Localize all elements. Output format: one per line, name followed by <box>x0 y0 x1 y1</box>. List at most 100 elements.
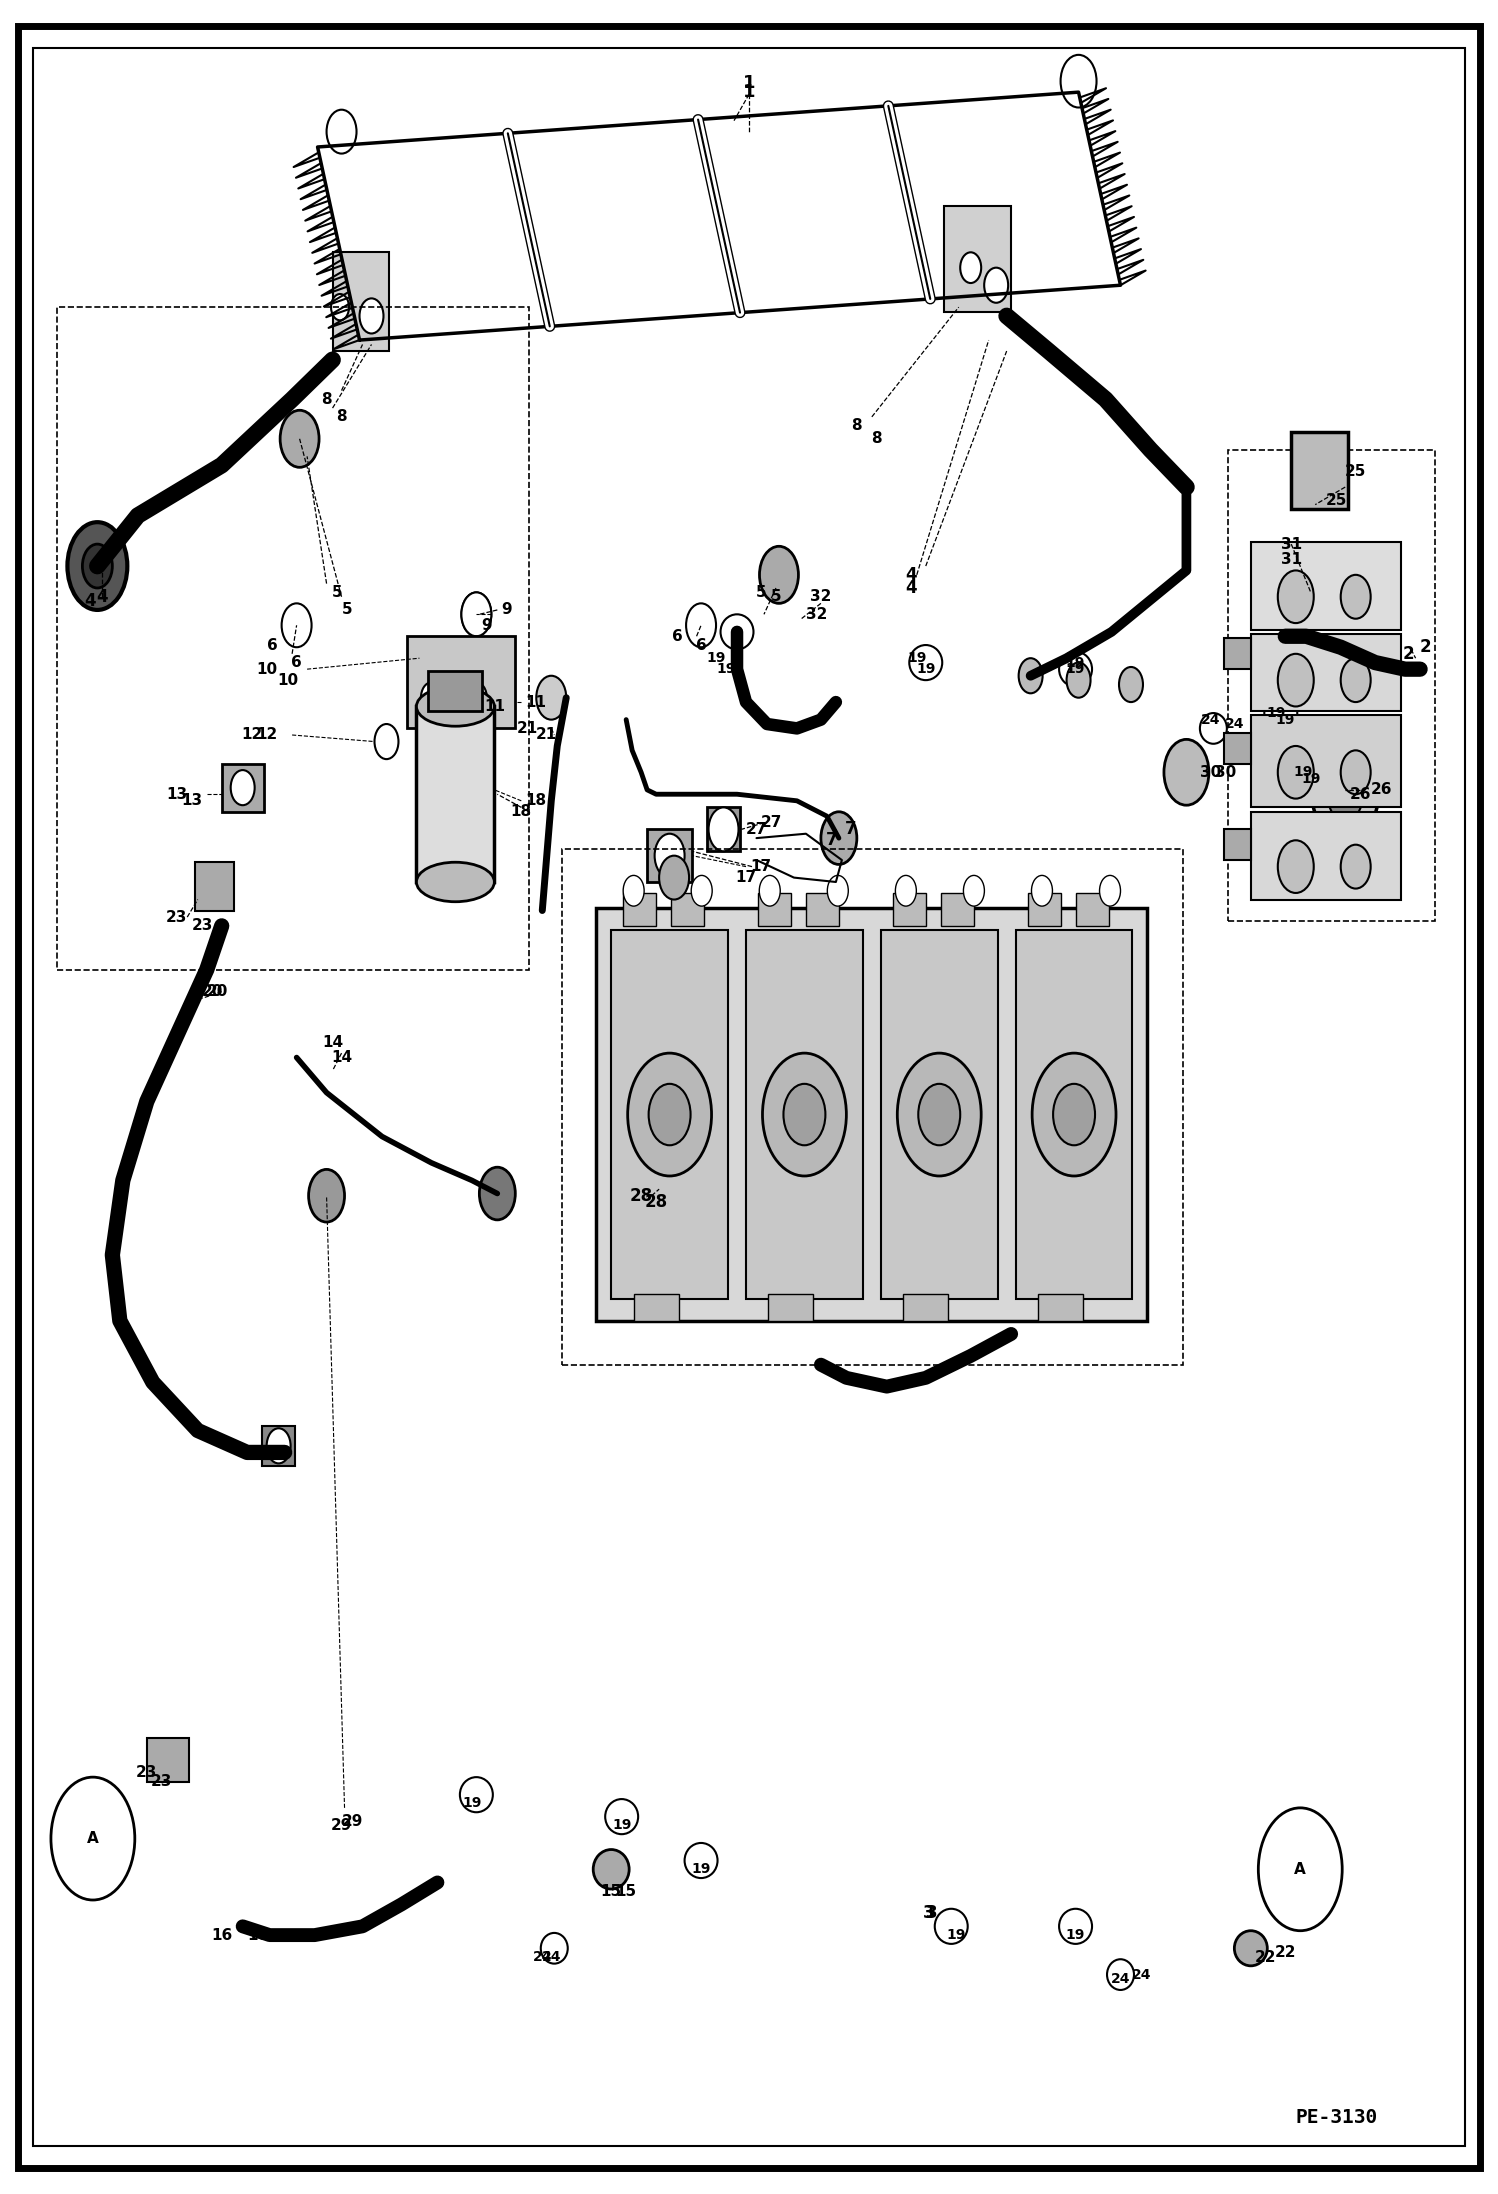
Text: 25: 25 <box>1326 494 1347 507</box>
Circle shape <box>82 544 112 588</box>
Text: 19: 19 <box>1067 656 1085 669</box>
Circle shape <box>821 812 857 864</box>
Circle shape <box>1341 658 1371 702</box>
Text: 15: 15 <box>601 1885 622 1898</box>
Text: 15: 15 <box>616 1885 637 1898</box>
Circle shape <box>1053 1084 1095 1145</box>
Bar <box>407 636 515 728</box>
Circle shape <box>1119 667 1143 702</box>
Bar <box>746 930 863 1299</box>
Ellipse shape <box>1290 761 1323 796</box>
Text: 1: 1 <box>743 83 755 101</box>
Circle shape <box>461 592 491 636</box>
Text: 8: 8 <box>321 393 333 406</box>
Bar <box>758 893 791 926</box>
Text: 13: 13 <box>166 788 187 801</box>
Ellipse shape <box>909 645 942 680</box>
Ellipse shape <box>593 1850 629 1889</box>
Bar <box>941 893 974 926</box>
Bar <box>611 930 728 1299</box>
Circle shape <box>1327 768 1363 821</box>
Circle shape <box>267 1428 291 1463</box>
Text: 3: 3 <box>926 1904 938 1922</box>
Circle shape <box>1164 739 1209 805</box>
Text: 5: 5 <box>342 603 354 617</box>
Text: 26: 26 <box>1371 783 1392 796</box>
Circle shape <box>783 1084 825 1145</box>
Text: 19: 19 <box>1302 772 1320 785</box>
Text: 11: 11 <box>484 700 505 713</box>
Text: 22: 22 <box>1255 1950 1276 1964</box>
Circle shape <box>1067 663 1091 698</box>
Circle shape <box>762 1053 846 1176</box>
Text: 6: 6 <box>671 630 683 643</box>
Circle shape <box>1061 55 1097 108</box>
Text: 9: 9 <box>500 603 512 617</box>
Text: A: A <box>87 1832 99 1845</box>
Text: 24: 24 <box>1200 713 1221 726</box>
Text: 10: 10 <box>256 663 277 676</box>
Bar <box>1038 1294 1083 1321</box>
Text: 24: 24 <box>1110 1972 1131 1986</box>
Bar <box>634 1294 679 1321</box>
Circle shape <box>282 603 312 647</box>
Circle shape <box>1341 750 1371 794</box>
Text: 10: 10 <box>277 674 298 687</box>
Text: 14: 14 <box>331 1051 352 1064</box>
Circle shape <box>960 252 981 283</box>
Text: 4: 4 <box>905 566 917 584</box>
Text: 2: 2 <box>1402 645 1414 663</box>
Circle shape <box>280 410 319 467</box>
Bar <box>707 807 740 851</box>
Text: 12: 12 <box>241 728 262 742</box>
Text: A: A <box>1294 1863 1306 1876</box>
Bar <box>1251 634 1401 711</box>
Text: 19: 19 <box>1267 706 1285 720</box>
Bar <box>1251 715 1401 807</box>
Bar <box>881 930 998 1299</box>
Circle shape <box>963 875 984 906</box>
Text: 18: 18 <box>526 794 547 807</box>
Text: 30: 30 <box>1215 766 1236 779</box>
Ellipse shape <box>1234 1931 1267 1966</box>
Ellipse shape <box>1059 652 1092 687</box>
Text: 28: 28 <box>629 1187 653 1205</box>
Text: 17: 17 <box>736 871 756 884</box>
Bar <box>647 829 692 882</box>
Text: 4: 4 <box>96 588 108 606</box>
Circle shape <box>1278 570 1314 623</box>
Circle shape <box>1312 746 1378 842</box>
Ellipse shape <box>1107 1959 1134 1990</box>
Text: 13: 13 <box>181 794 202 807</box>
Ellipse shape <box>541 1933 568 1964</box>
Circle shape <box>896 875 917 906</box>
Circle shape <box>649 1084 691 1145</box>
Ellipse shape <box>460 1777 493 1812</box>
Circle shape <box>827 875 848 906</box>
Circle shape <box>421 682 442 713</box>
Circle shape <box>1019 658 1043 693</box>
Circle shape <box>1278 746 1314 799</box>
Text: 1: 1 <box>743 75 755 92</box>
Circle shape <box>709 807 739 851</box>
Text: 32: 32 <box>806 608 827 621</box>
Text: 27: 27 <box>761 816 782 829</box>
Text: 6: 6 <box>695 638 707 652</box>
Circle shape <box>623 875 644 906</box>
Circle shape <box>655 834 685 878</box>
Bar <box>1016 930 1132 1299</box>
Text: 4: 4 <box>84 592 96 610</box>
Circle shape <box>759 875 780 906</box>
Circle shape <box>309 1169 345 1222</box>
Text: 19: 19 <box>463 1797 481 1810</box>
Text: 27: 27 <box>746 823 767 836</box>
Text: 24: 24 <box>1225 717 1245 731</box>
Circle shape <box>466 682 487 713</box>
Text: 9: 9 <box>481 619 493 632</box>
Text: 11: 11 <box>526 695 547 709</box>
Text: 16: 16 <box>247 1929 268 1942</box>
Text: 31: 31 <box>1281 553 1302 566</box>
Bar <box>57 307 529 970</box>
Bar <box>222 764 264 812</box>
Circle shape <box>759 546 798 603</box>
